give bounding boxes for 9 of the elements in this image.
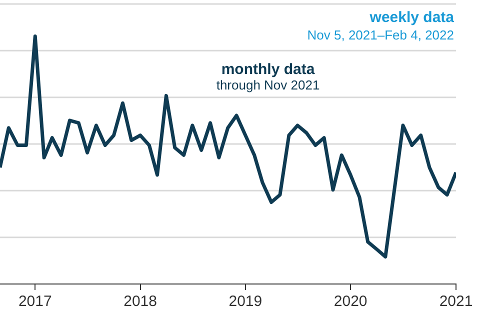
text: weekly data <box>368 9 455 26</box>
x-tick-label: 2020 <box>334 293 368 310</box>
x-tick-label: 2019 <box>228 293 262 310</box>
annotation: Nov 5, 2021–Feb 4, 2022 <box>307 28 454 43</box>
x-tick-label: 2018 <box>124 293 157 310</box>
x-tick-label: 2017 <box>18 293 52 310</box>
annotation: through Nov 2021 <box>216 78 320 93</box>
x-tick-label: 2021 <box>439 293 473 310</box>
annotation: monthly data <box>221 61 316 78</box>
